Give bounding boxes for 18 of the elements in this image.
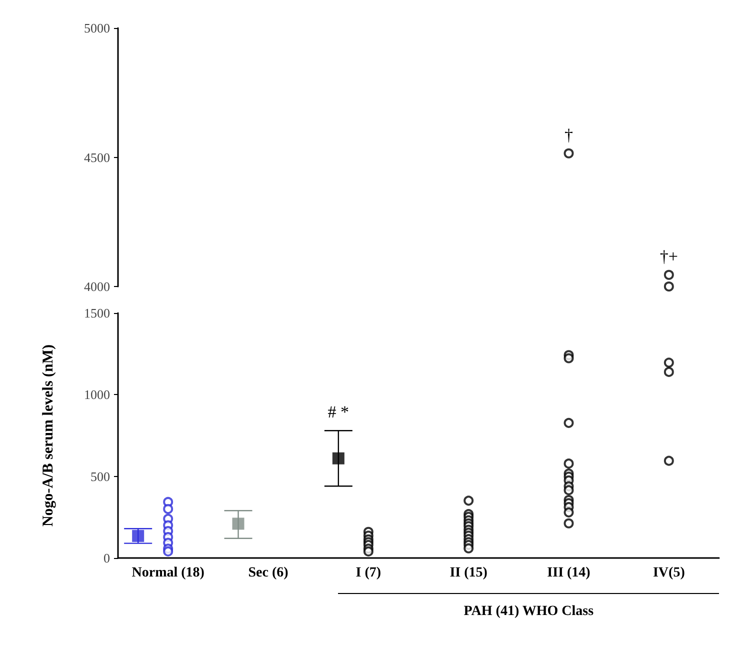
annotation: † [564, 125, 573, 144]
y-tick-label: 0 [104, 550, 110, 566]
annotation: †+ [660, 246, 678, 266]
x-tick-label: III (14) [547, 566, 591, 580]
y-tick-label: 4000 [84, 279, 110, 294]
y-tick-label: 1500 [84, 306, 110, 320]
annotation: # * [328, 402, 350, 422]
x-tick-label: Sec (6) [248, 566, 289, 580]
y-tick-label: 500 [90, 468, 110, 484]
y-axis-title: Nogo-A/B serum levels (nM) [40, 344, 56, 527]
x-tick-label: II (15) [450, 566, 488, 580]
y-tick-label: 5000 [84, 20, 110, 36]
x-tick-label: IV(5) [652, 566, 686, 580]
y-tick-label: 4500 [84, 150, 110, 165]
x-tick-label: Normal (18) [132, 566, 205, 580]
x-tick-label: I (7) [356, 566, 382, 580]
y-tick-label: 1000 [84, 387, 110, 402]
text: PAH (41) WHO Class [338, 593, 719, 620]
